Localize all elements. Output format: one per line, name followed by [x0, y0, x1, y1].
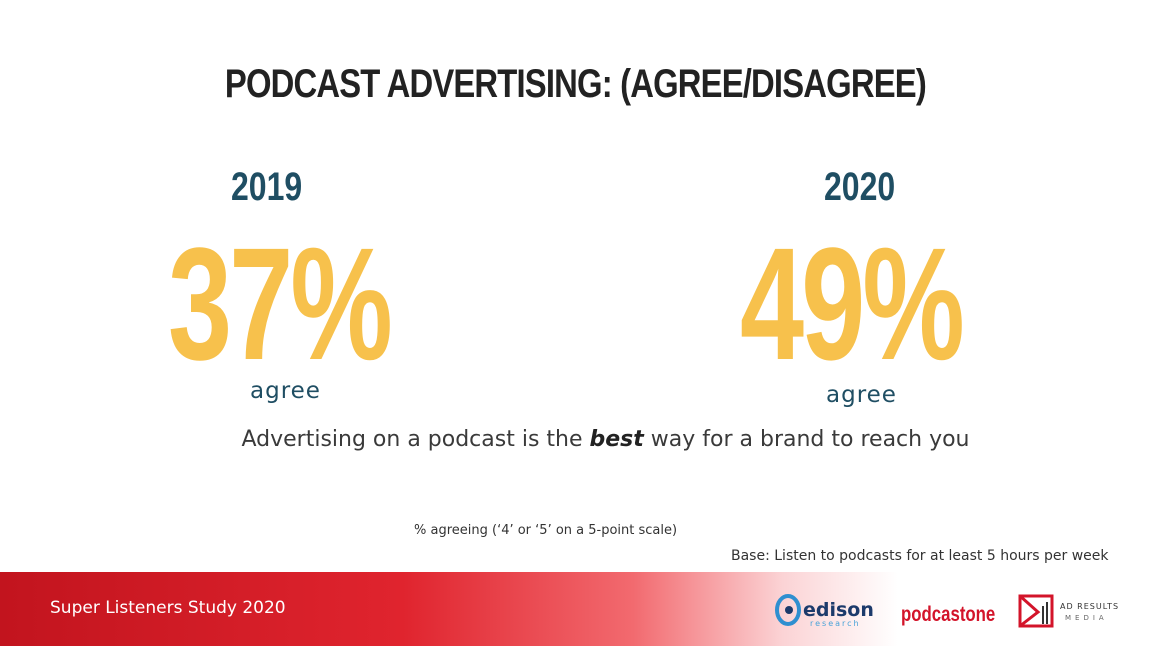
page-title: PODCAST ADVERTISING: (AGREE/DISAGREE): [224, 62, 927, 106]
agree-label-2019: agree: [250, 378, 321, 404]
ad-results-logo-text: AD RESULTS: [1060, 602, 1120, 611]
statement: Advertising on a podcast is the best way…: [0, 427, 1151, 452]
statement-emphasis: best: [589, 427, 644, 452]
statement-start: Advertising on a podcast is the: [241, 427, 590, 452]
ad-results-logo-icon: [1018, 594, 1054, 628]
footer-title: Super Listeners Study 2020: [50, 598, 286, 618]
edison-logo-text: edison: [803, 599, 874, 621]
scale-note: % agreeing (‘4’ or ‘5’ on a 5-point scal…: [414, 523, 678, 538]
statement-end: way for a brand to reach you: [643, 427, 970, 452]
percent-2020: 49%: [740, 214, 965, 393]
base-note: Base: Listen to podcasts for at least 5 …: [731, 548, 1109, 564]
agree-label-2020: agree: [826, 382, 897, 408]
ad-results-logo-subtext: MEDIA: [1065, 614, 1108, 622]
edison-logo-icon: [775, 594, 801, 626]
edison-logo-subtext: research: [810, 619, 861, 628]
footer-bar: [0, 572, 1151, 646]
year-2020: 2020: [824, 165, 896, 209]
year-2019: 2019: [231, 165, 303, 209]
podcastone-logo: podcastone: [901, 603, 996, 626]
percent-2019: 37%: [168, 214, 393, 393]
